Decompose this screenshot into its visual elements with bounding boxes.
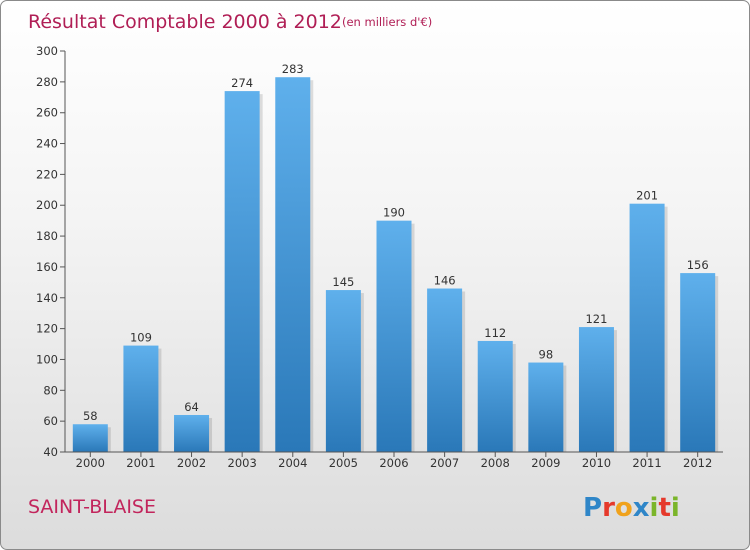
bar-2012 [680, 273, 716, 452]
y-tick-label: 80 [43, 383, 58, 397]
bar-2000 [72, 424, 108, 452]
logo-letter: o [615, 493, 633, 523]
bar-2005 [325, 290, 361, 452]
bar-value-label: 112 [484, 326, 506, 340]
chart-title: Résultat Comptable 2000 à 2012 [28, 11, 342, 33]
x-tick-label: 2012 [683, 456, 712, 470]
x-tick-label: 2006 [379, 456, 408, 470]
y-tick-label: 200 [36, 198, 58, 212]
x-tick-label: 2000 [76, 456, 105, 470]
x-axis: 2000 2001 2002 2003 2004 2005 2006 2007 2008 2009… [65, 451, 723, 470]
y-tick-label: 120 [36, 322, 58, 336]
y-tick-label: 260 [36, 106, 58, 120]
x-tick-label: 2010 [582, 456, 611, 470]
town-name: SAINT-BLAISE [28, 496, 156, 518]
bar-value-label: 190 [383, 206, 405, 220]
logo-letter: i [650, 493, 659, 523]
y-tick-label: 140 [36, 291, 58, 305]
bar-2006 [376, 220, 412, 452]
bar-2008 [477, 340, 513, 452]
bar-value-label: 146 [434, 274, 456, 288]
logo-letter: x [633, 493, 650, 523]
bar-value-label: 121 [585, 312, 607, 326]
logo-letter: r [602, 493, 615, 523]
x-tick-label: 2011 [632, 456, 661, 470]
y-tick-label: 220 [36, 167, 58, 181]
bar-value-label: 283 [282, 62, 304, 76]
bar-value-label: 64 [184, 400, 199, 414]
bar-2002 [174, 414, 210, 452]
bar-value-label: 274 [231, 76, 253, 90]
y-tick-label: 240 [36, 137, 58, 151]
bar-2010 [578, 327, 614, 452]
logo-letter: P [583, 493, 602, 523]
bar-value-label: 156 [687, 258, 709, 272]
y-tick-label: 300 [36, 44, 58, 58]
x-tick-label: 2005 [329, 456, 358, 470]
y-tick-label: 60 [43, 414, 58, 428]
bar-value-label: 145 [332, 275, 354, 289]
bar-2011 [629, 203, 665, 452]
y-tick-label: 180 [36, 229, 58, 243]
bar-2004 [275, 77, 311, 452]
bar-value-label: 109 [130, 331, 152, 345]
y-tick-label: 40 [43, 445, 58, 459]
y-tick-label: 100 [36, 352, 58, 366]
logo-letter: t [658, 493, 670, 523]
bars: 58 109 64 274 283 145 190 146 112 98 121 201 156 [72, 62, 719, 452]
x-tick-label: 2009 [531, 456, 560, 470]
logo-letter: i [671, 493, 680, 523]
bar-value-label: 201 [636, 189, 658, 203]
y-tick-label: 280 [36, 75, 58, 89]
bar-2009 [528, 362, 564, 452]
bar-2003 [224, 91, 260, 452]
bar-2001 [123, 345, 159, 452]
proxiti-logo: Proxiti [583, 493, 680, 523]
x-tick-label: 2008 [481, 456, 510, 470]
x-tick-label: 2007 [430, 456, 459, 470]
chart-subtitle: (en milliers d'€) [342, 15, 432, 29]
x-tick-label: 2003 [228, 456, 257, 470]
y-tick-label: 160 [36, 260, 58, 274]
bar-value-label: 98 [539, 348, 554, 362]
y-axis: 40 60 80 100 120 140 160 180 200 220 240 260 280 300 [36, 44, 66, 459]
x-tick-label: 2001 [126, 456, 155, 470]
bar-2007 [427, 288, 463, 452]
x-tick-label: 2004 [278, 456, 307, 470]
x-tick-label: 2002 [177, 456, 206, 470]
bar-value-label: 58 [83, 409, 98, 423]
